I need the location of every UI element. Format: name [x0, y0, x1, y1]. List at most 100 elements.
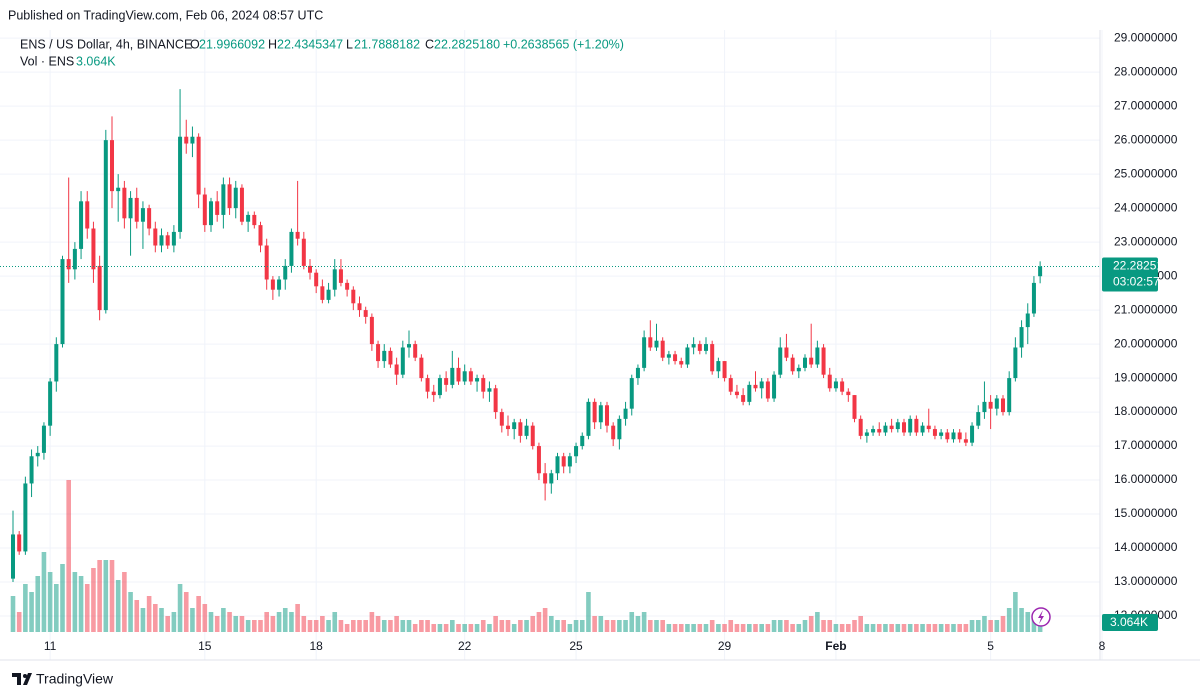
y-tick-label: 28.0000000	[1114, 64, 1178, 78]
candle-body	[728, 378, 733, 392]
volume-bar	[536, 612, 542, 632]
volume-bar	[889, 624, 894, 632]
volume-bar	[759, 624, 764, 632]
candle-body	[697, 344, 702, 351]
volume-bar	[833, 624, 839, 632]
volume-bar	[932, 624, 938, 632]
volume-bar	[685, 624, 690, 632]
candle-body	[493, 388, 498, 413]
volume-pane	[10, 480, 1043, 632]
candle-body	[747, 384, 752, 402]
volume-bar	[926, 624, 932, 632]
brand-logo	[12, 673, 32, 685]
volume-bar	[84, 584, 90, 632]
volume-bar	[808, 616, 814, 632]
x-tick-label: 8	[1099, 639, 1106, 653]
volume-bar	[128, 592, 133, 632]
brand: TradingView	[36, 671, 114, 687]
volume-bar	[821, 620, 826, 632]
volume-bar	[109, 560, 115, 632]
candle-body	[555, 456, 560, 474]
candle-body	[530, 425, 535, 447]
volume-bar	[41, 552, 47, 632]
candle-body	[400, 347, 405, 375]
candle-body	[110, 140, 114, 192]
candle-body	[951, 432, 956, 440]
candle-body	[153, 228, 158, 246]
candle-body	[1007, 378, 1012, 413]
candle-body	[54, 344, 59, 382]
candle-body	[388, 350, 393, 365]
volume-bar	[264, 612, 269, 632]
candle-body	[821, 347, 826, 375]
candle-body	[642, 337, 647, 368]
candle-body	[846, 391, 851, 396]
change: +0.2638565 (+1.20%)	[503, 37, 624, 51]
volume-bar	[586, 592, 591, 632]
candle-body	[883, 425, 888, 433]
candle-body	[103, 140, 108, 311]
candle-body	[648, 337, 653, 348]
candle-body	[363, 310, 368, 317]
ohlc-letter: L	[346, 37, 353, 51]
volume-bar	[678, 624, 684, 632]
candle-body	[852, 395, 857, 419]
volume-bar	[864, 624, 870, 632]
candle-body	[772, 374, 777, 399]
candle-body	[456, 367, 461, 382]
volume-bar	[313, 620, 319, 632]
volume-bar	[375, 616, 381, 632]
candle-body	[840, 381, 845, 392]
candle-body	[574, 446, 579, 457]
candle-body	[815, 347, 820, 365]
countdown: 03:02:57	[1113, 275, 1160, 289]
volume-bar	[276, 612, 282, 632]
candle-body	[487, 388, 492, 392]
candle-body	[877, 429, 882, 433]
candle-body	[660, 340, 665, 358]
y-tick-label: 14.0000000	[1114, 540, 1178, 554]
candle-body	[382, 350, 387, 362]
volume-bar	[511, 624, 517, 632]
volume-title: Vol · ENS	[20, 54, 74, 68]
volume-bar	[988, 620, 993, 632]
candle-body	[784, 347, 789, 358]
candle-body	[437, 378, 442, 396]
candle-body	[23, 483, 28, 552]
volume-bar	[895, 624, 901, 632]
volume-bar	[29, 592, 34, 632]
volume-bar	[697, 624, 703, 632]
candle-body	[908, 418, 913, 433]
volume-bar	[1013, 592, 1018, 632]
volume-bar	[920, 624, 925, 632]
candle-body	[475, 378, 480, 382]
volume-bar	[994, 620, 1000, 632]
candle-body	[778, 347, 783, 375]
volume-bar	[78, 576, 84, 632]
candle-body	[994, 398, 999, 409]
volume-bar	[474, 624, 480, 632]
volume-bar	[245, 620, 251, 632]
volume-bar	[598, 616, 604, 632]
volume-bar	[796, 624, 802, 632]
alert-icon[interactable]	[1031, 607, 1051, 627]
volume-bar	[623, 620, 628, 632]
volume-bar	[790, 624, 795, 632]
y-tick-label: 16.0000000	[1114, 472, 1178, 486]
candle-body	[889, 425, 894, 430]
candle-body	[221, 184, 226, 215]
candle-body	[759, 381, 764, 389]
candle-body	[926, 425, 931, 430]
candle-body	[202, 194, 207, 226]
candle-body	[895, 422, 900, 430]
candle-body	[982, 401, 987, 413]
candle-body	[914, 418, 919, 433]
volume-bar	[975, 620, 981, 632]
candle-body	[580, 435, 585, 447]
volume-bar	[846, 624, 851, 632]
candle-body	[17, 534, 22, 552]
volume-bar	[722, 624, 727, 632]
candle-body	[920, 425, 925, 433]
candle-body	[536, 446, 541, 474]
volume-bar	[202, 604, 208, 632]
